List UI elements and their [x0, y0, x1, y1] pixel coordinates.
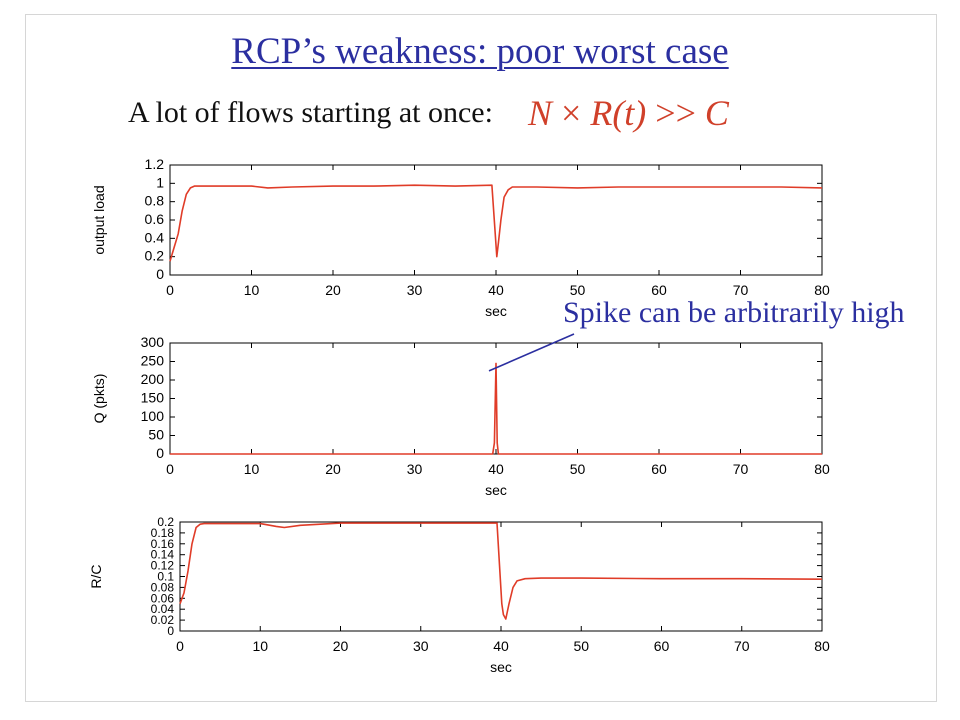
formula-c: C — [704, 93, 729, 133]
chart-3-xtick-label: 50 — [573, 638, 589, 654]
chart-3-xtick-label: 70 — [734, 638, 750, 654]
chart-2-ytick-label: 250 — [141, 353, 165, 369]
chart-3-ylabel: R/C — [88, 564, 104, 588]
chart-1-xtick-label: 60 — [651, 282, 667, 298]
chart-1-ytick-label: 0.8 — [145, 193, 165, 209]
chart-2-xtick-label: 30 — [407, 461, 423, 477]
chart-1-xtick-label: 80 — [814, 282, 830, 298]
subtitle: A lot of flows starting at once: — [128, 96, 493, 129]
chart-3-ytick-label: 0.06 — [151, 591, 175, 605]
chart-1-xtick-label: 30 — [407, 282, 423, 298]
chart-1-ytick-label: 1.2 — [145, 156, 165, 172]
chart-1-xtick-label: 20 — [325, 282, 341, 298]
chart-1-series-line — [169, 184, 823, 262]
chart-2-xtick-label: 40 — [488, 461, 504, 477]
chart-1-xlabel: sec — [485, 303, 507, 319]
chart-1-ytick-label: 0 — [156, 266, 164, 282]
chart-3-ytick-label: 0.2 — [157, 515, 174, 529]
chart-3-xtick-label: 20 — [333, 638, 349, 654]
chart-2-series-line — [170, 362, 822, 455]
chart-3-ytick-label: 0.04 — [151, 602, 175, 616]
chart-2-xtick-label: 60 — [651, 461, 667, 477]
formula-times: × — [561, 93, 582, 133]
formula-n: N — [528, 93, 553, 133]
chart-3-ytick-label: 0.18 — [151, 526, 175, 540]
chart-1-ylabel: output load — [91, 185, 107, 254]
chart-3-xtick-label: 10 — [252, 638, 268, 654]
chart-3-ytick-label: 0.1 — [157, 570, 174, 584]
chart-2-xtick-label: 80 — [814, 461, 830, 477]
chart-3-xlabel: sec — [490, 659, 512, 675]
chart-3-series-line — [179, 522, 823, 620]
chart-2-xtick-label: 10 — [244, 461, 260, 477]
chart-2-ytick-label: 0 — [156, 445, 164, 461]
chart-2-ytick-label: 200 — [141, 371, 165, 387]
chart-3-ytick-label: 0.14 — [151, 548, 175, 562]
annotation-arrow — [488, 333, 575, 372]
spike-annotation: Spike can be arbitrarily high — [563, 296, 905, 329]
chart-3-frame — [179, 521, 823, 632]
chart-2-xtick-label: 70 — [733, 461, 749, 477]
chart-2-xtick-label: 0 — [166, 461, 174, 477]
chart-1-ytick-label: 0.2 — [145, 248, 165, 264]
chart-1-frame — [169, 164, 823, 276]
chart-1-xtick-label: 10 — [244, 282, 260, 298]
chart-3-xtick-label: 30 — [413, 638, 429, 654]
formula-rt: R(t) — [590, 93, 647, 133]
chart-1-xtick-label: 40 — [488, 282, 504, 298]
chart-2-xlabel: sec — [485, 482, 507, 498]
chart-3-xtick-label: 0 — [176, 638, 184, 654]
slide-frame — [25, 14, 937, 702]
chart-1-xtick-label: 0 — [166, 282, 174, 298]
chart-3-ytick-label: 0.16 — [151, 537, 175, 551]
chart-2-xtick-label: 20 — [325, 461, 341, 477]
chart-3-ytick-label: 0 — [167, 624, 174, 638]
slide-title: RCP’s weakness: poor worst case — [231, 31, 729, 72]
chart-1-ytick-label: 1 — [156, 174, 164, 190]
formula: N × R(t) >> C — [528, 92, 729, 134]
chart-2-ytick-label: 150 — [141, 390, 165, 406]
chart-1-ytick-label: 0.4 — [145, 229, 165, 245]
chart-3-ytick-label: 0.08 — [151, 580, 175, 594]
chart-2-xtick-label: 50 — [570, 461, 586, 477]
chart-3-ytick-label: 0.12 — [151, 559, 175, 573]
formula-gg: >> — [655, 93, 696, 133]
chart-3-xtick-label: 80 — [814, 638, 830, 654]
chart-3-ytick-label: 0.02 — [151, 613, 175, 627]
chart-1-xtick-label: 70 — [733, 282, 749, 298]
chart-2-ytick-label: 100 — [141, 408, 165, 424]
chart-3-xtick-label: 40 — [493, 638, 509, 654]
chart-2-ylabel: Q (pkts) — [91, 374, 107, 424]
chart-2-ytick-label: 50 — [148, 427, 164, 443]
chart-1-xtick-label: 50 — [570, 282, 586, 298]
chart-3-xtick-label: 60 — [654, 638, 670, 654]
chart-1-ytick-label: 0.6 — [145, 211, 165, 227]
chart-2-ytick-label: 300 — [141, 334, 165, 350]
